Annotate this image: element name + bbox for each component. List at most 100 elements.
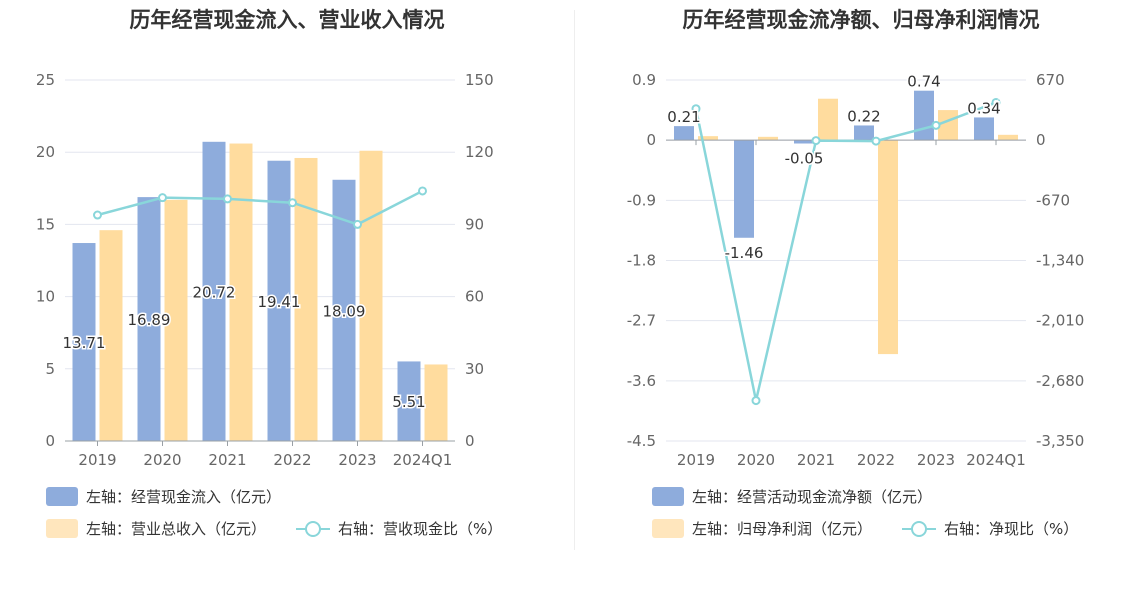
legend-swatch-bar-blue [46, 487, 78, 506]
left-chart-svg: 0 0 5 30 10 60 15 90 20 120 25 150 2019 2020 2021 2022 2… [36, 71, 494, 469]
legend-label: 左轴：营业总收入（亿元） [86, 520, 267, 538]
y-left-tick-label: -2.7 [627, 312, 656, 330]
ratio-point [751, 396, 761, 406]
x-tick-label: 2022 [857, 451, 895, 469]
bar-data-label: 18.09 [323, 302, 366, 320]
y-left-tick-label: -3.6 [627, 372, 656, 390]
ratio-point [93, 210, 102, 220]
bar-secondary [818, 98, 838, 141]
y-right-tick-label: -670 [1036, 191, 1070, 209]
legend-item-net-profit[interactable]: 左轴：归母净利润（亿元） [652, 518, 872, 539]
bar-primary [794, 140, 814, 144]
legend-label: 左轴：经营活动现金流净额（亿元） [692, 488, 933, 506]
bar-primary [854, 125, 874, 141]
bar-secondary [99, 230, 123, 441]
x-tick-label: 2020 [737, 451, 775, 469]
legend-item-net-cash-ratio[interactable]: 右轴：净现比（%） [902, 518, 1078, 539]
bar-data-label: -1.46 [725, 244, 764, 262]
bar-secondary [998, 134, 1018, 141]
legend-item-cash-inflow[interactable]: 左轴：经营现金流入（亿元） [46, 486, 281, 507]
bar-secondary [424, 364, 448, 441]
bar-data-label: 0.74 [907, 73, 940, 91]
bar-data-label: 20.72 [193, 283, 236, 301]
x-tick-label: 2023 [917, 451, 955, 469]
ratio-point [288, 198, 297, 208]
bar-data-label: 19.41 [258, 293, 301, 311]
bar-secondary [938, 110, 958, 141]
legend-line-icon [296, 519, 330, 538]
bar-primary [397, 361, 421, 441]
bar-primary [267, 160, 291, 441]
right-chart-panel: 历年经营现金流净额、归母净利润情况 -4.5 -3,350 -3.6 -2,680 -2… [574, 0, 1148, 589]
x-tick-label: 2019 [677, 451, 715, 469]
y-right-tick-label: 90 [465, 215, 484, 233]
y-right-tick-label: -3,350 [1036, 432, 1084, 450]
bar-secondary [359, 150, 383, 442]
y-right-tick-label: 0 [1036, 131, 1046, 149]
left-chart-panel: 历年经营现金流入、营业收入情况 0 0 5 30 10 60 15 90 20 120 25 150 2… [36, 8, 502, 539]
x-tick-label: 2021 [208, 451, 246, 469]
ratio-point [931, 120, 941, 130]
y-right-tick-label: -1,340 [1036, 252, 1084, 270]
legend-swatch-bar-orange [46, 519, 78, 538]
ratio-point [158, 193, 167, 203]
ratio-point [418, 186, 427, 196]
ratio-point [811, 136, 821, 146]
legend-label: 右轴：净现比（%） [944, 520, 1079, 538]
legend-swatch-bar-orange [652, 519, 684, 538]
x-tick-label: 2024Q1 [966, 451, 1026, 469]
bar-data-label: 0.22 [847, 107, 880, 125]
legend-label: 左轴：归母净利润（亿元） [692, 520, 873, 538]
bar-data-label: 0.34 [967, 99, 1000, 117]
y-left-tick-label: 0 [646, 131, 656, 149]
bar-data-label: 16.89 [128, 311, 171, 329]
ratio-point [691, 104, 701, 114]
legend-line-icon [902, 519, 936, 538]
ratio-line [97, 189, 424, 226]
y-right-tick-label: 670 [1036, 71, 1065, 89]
bar-primary [734, 140, 754, 238]
y-left-tick-label: 5 [45, 360, 55, 378]
ratio-point [223, 194, 232, 204]
y-right-tick-label: -2,010 [1036, 312, 1084, 330]
bar-secondary [229, 143, 253, 441]
y-right-tick-label: 0 [465, 432, 475, 450]
bar-primary [674, 126, 694, 141]
bar-secondary [758, 136, 778, 141]
y-right-tick-label: 30 [465, 360, 484, 378]
bar-primary [974, 117, 994, 141]
y-left-tick-label: 15 [36, 215, 55, 233]
y-right-tick-label: 120 [465, 143, 494, 161]
ratio-point [991, 97, 1001, 107]
legend-item-cash-ratio[interactable]: 右轴：营收现金比（%） [296, 518, 502, 539]
ratio-point [353, 219, 362, 229]
chart-title: 历年经营现金流净额、归母净利润情况 [682, 8, 1040, 32]
legend-swatch-bar-blue [652, 487, 684, 506]
bar-data-label: 5.51 [392, 393, 425, 411]
bar-secondary [294, 157, 318, 441]
legend-item-net-cash-flow[interactable]: 左轴：经营活动现金流净额（亿元） [652, 486, 932, 507]
bar-primary [202, 141, 226, 441]
legend-item-revenue[interactable]: 左轴：营业总收入（亿元） [46, 518, 266, 539]
x-tick-label: 2022 [273, 451, 311, 469]
bar-primary [914, 90, 934, 141]
bar-data-label: -0.05 [785, 150, 824, 168]
legend-label: 左轴：经营现金流入（亿元） [86, 488, 282, 506]
y-left-tick-label: -4.5 [627, 432, 656, 450]
bar-data-label: 0.21 [667, 108, 700, 126]
y-left-tick-label: -0.9 [627, 191, 656, 209]
bar-primary [332, 179, 356, 441]
ratio-line [694, 101, 997, 401]
bar-primary [137, 197, 161, 441]
y-left-tick-label: 25 [36, 71, 55, 89]
chart-title: 历年经营现金流入、营业收入情况 [129, 8, 445, 32]
y-left-tick-label: 10 [36, 288, 55, 306]
y-right-tick-label: 150 [465, 71, 494, 89]
x-tick-label: 2019 [78, 451, 116, 469]
y-right-tick-label: 60 [465, 288, 484, 306]
x-tick-label: 2024Q1 [393, 451, 453, 469]
right-chart-svg: -4.5 -3,350 -3.6 -2,680 -2.7 -2,010 -1.8 -1,340… [627, 71, 1085, 469]
bar-secondary [878, 140, 898, 355]
y-right-tick-label: -2,680 [1036, 372, 1084, 390]
panel-divider [574, 10, 575, 550]
